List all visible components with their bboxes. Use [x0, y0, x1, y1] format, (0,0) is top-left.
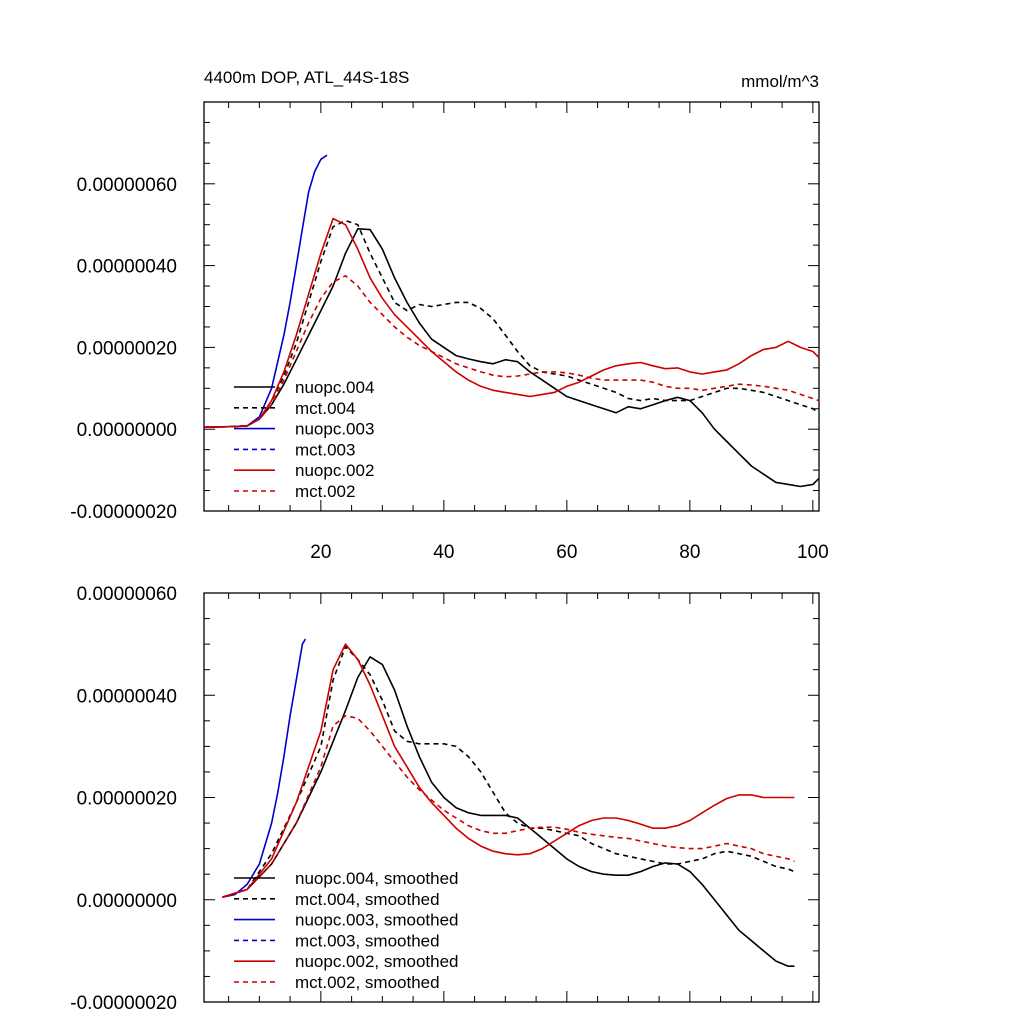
- series-line-mct-004: [203, 219, 820, 428]
- y-tick-label: 0.00000060: [77, 175, 177, 196]
- chart-title: 4400m DOP, ATL_44S-18S: [204, 68, 409, 87]
- legend-label: mct.002, smoothed: [295, 973, 440, 992]
- y-tick-label: 0.00000040: [77, 257, 177, 278]
- y-tick-label: 0.00000000: [77, 420, 177, 441]
- y-tick-label: 0.00000020: [77, 338, 177, 359]
- series-line-nuopc-004: [203, 228, 820, 488]
- legend-label: mct.004: [295, 399, 355, 418]
- legend-label: mct.003: [295, 440, 355, 459]
- top-panel: 4400m DOP, ATL_44S-18S mmol/m^3 -0.00000…: [70, 68, 828, 563]
- legend-label: nuopc.003, smoothed: [295, 911, 459, 930]
- series-line-mct-004-smoothed: [222, 645, 795, 898]
- y-tick-label: 0.00000000: [77, 891, 177, 912]
- series-line-nuopc-002: [203, 217, 820, 428]
- series-line-nuopc-004-smoothed: [222, 656, 795, 968]
- x-tick-label: 60: [556, 542, 577, 563]
- y-tick-label: 0.00000040: [77, 686, 177, 707]
- units-label: mmol/m^3: [741, 72, 819, 91]
- x-tick-label: 80: [679, 542, 700, 563]
- legend-label: mct.003, smoothed: [295, 931, 440, 950]
- legend-label: nuopc.002: [295, 461, 374, 480]
- y-tick-label: -0.00000020: [70, 993, 177, 1014]
- series-line-nuopc-002-smoothed: [222, 643, 795, 898]
- bottom-panel: -0.00000020 0.00000000 0.00000020 0.0000004…: [70, 584, 820, 1014]
- y-tick-label: 0.00000020: [77, 789, 177, 810]
- y-tick-label: -0.00000020: [70, 502, 177, 523]
- legend-label: mct.002: [295, 482, 355, 501]
- legend-label: nuopc.003: [295, 420, 374, 439]
- series-line-mct-002-smoothed: [222, 714, 795, 898]
- series-line-nuopc-003-smoothed: [222, 638, 307, 898]
- x-tick-label: 20: [310, 542, 331, 563]
- series-line-mct-002: [203, 274, 820, 428]
- legend-label: nuopc.004: [295, 378, 374, 397]
- legend-label: nuopc.004, smoothed: [295, 869, 459, 888]
- legend-label: nuopc.002, smoothed: [295, 952, 459, 971]
- y-tick-label: 0.00000060: [77, 584, 177, 605]
- x-tick-label: 100: [797, 542, 829, 563]
- x-tick-label: 40: [433, 542, 454, 563]
- legend-label: mct.004, smoothed: [295, 890, 440, 909]
